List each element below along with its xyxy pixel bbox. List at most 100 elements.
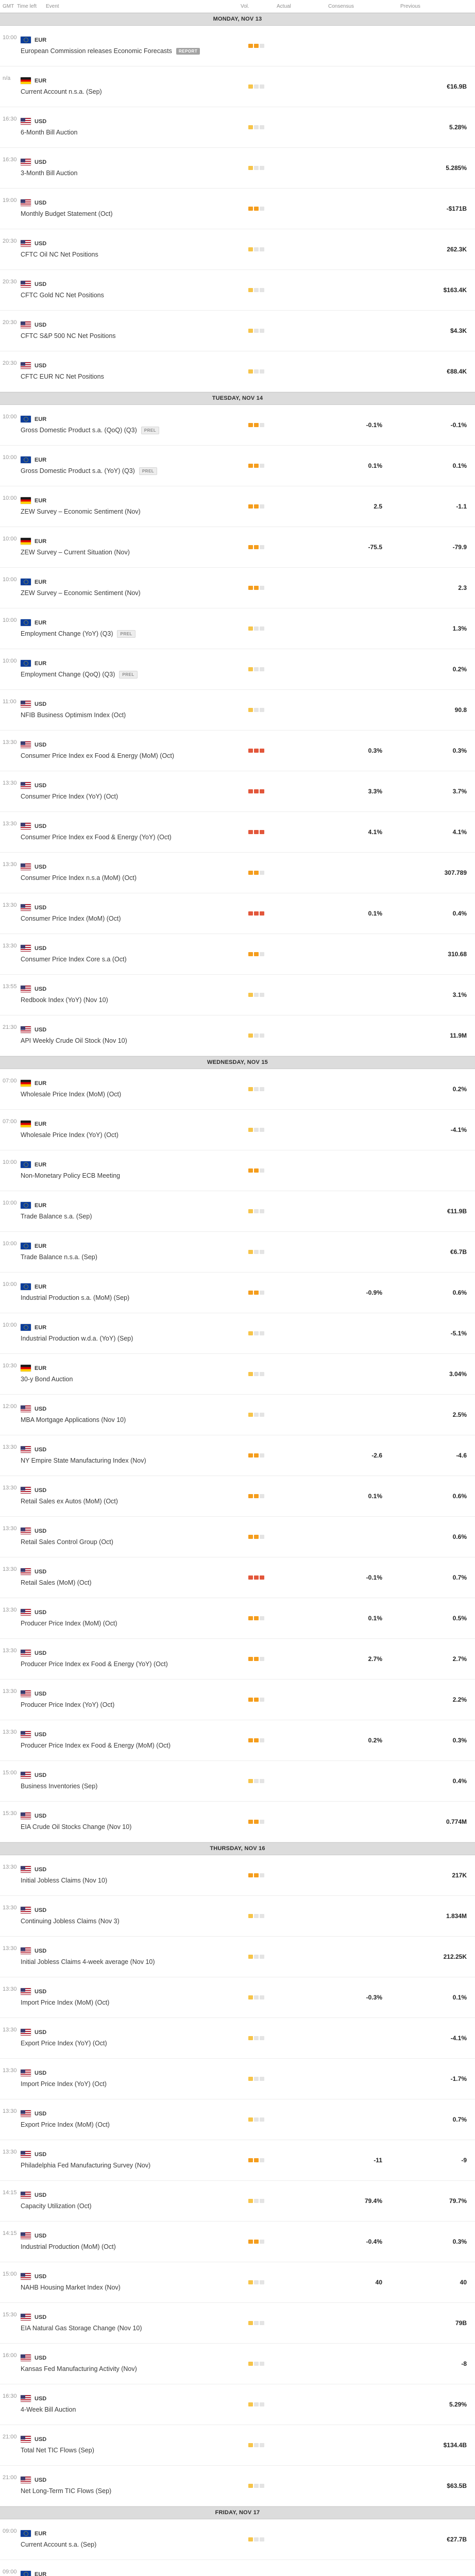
event-row[interactable]: 13:30 USD Initial Jobless Claims (Nov 10) 2…: [0, 1855, 475, 1896]
event-name[interactable]: Consumer Price Index ex Food & Energy (Y…: [21, 834, 172, 841]
event-name[interactable]: Non-Monetary Policy ECB Meeting: [21, 1172, 121, 1180]
event-row[interactable]: 20:30 USD CFTC Oil NC Net Positions 262.3K: [0, 229, 475, 270]
event-row[interactable]: 10:00 EUR Gross Domestic Product s.a. (YoY…: [0, 446, 475, 486]
event-row[interactable]: 21:00 USD Net Long-Term TIC Flows (Sep) $63…: [0, 2466, 475, 2506]
event-row[interactable]: 14:15 USD Industrial Production (MoM) (Oct…: [0, 2222, 475, 2262]
event-name[interactable]: Industrial Production (MoM) (Oct): [21, 2243, 116, 2251]
event-name[interactable]: EIA Crude Oil Stocks Change (Nov 10): [21, 1823, 132, 1831]
event-name[interactable]: 3-Month Bill Auction: [21, 170, 78, 177]
event-name[interactable]: Philadelphia Fed Manufacturing Survey (N…: [21, 2162, 151, 2170]
event-name[interactable]: Trade Balance n.s.a. (Sep): [21, 1253, 97, 1261]
event-row[interactable]: 16:00 USD Kansas Fed Manufacturing Activit…: [0, 2344, 475, 2384]
event-name[interactable]: ZEW Survey – Economic Sentiment (Nov): [21, 589, 141, 597]
event-row[interactable]: 16:30 USD 3-Month Bill Auction 5.285%: [0, 148, 475, 189]
event-row[interactable]: 11:00 USD NFIB Business Optimism Index (Oc…: [0, 690, 475, 731]
event-name[interactable]: Consumer Price Index (YoY) (Oct): [21, 793, 118, 801]
event-name[interactable]: Import Price Index (MoM) (Oct): [21, 1999, 110, 2007]
event-row[interactable]: 13:30 USD Continuing Jobless Claims (Nov 3…: [0, 1896, 475, 1937]
event-row[interactable]: 10:00 EUR ZEW Survey – Economic Sentiment …: [0, 486, 475, 527]
event-row[interactable]: 13:30 USD Philadelphia Fed Manufacturing S…: [0, 2140, 475, 2181]
event-name[interactable]: Gross Domestic Product s.a. (QoQ) (Q3): [21, 427, 137, 434]
event-name[interactable]: ZEW Survey – Current Situation (Nov): [21, 549, 130, 556]
event-name[interactable]: Producer Price Index (MoM) (Oct): [21, 1620, 117, 1628]
event-name[interactable]: Current Account n.s.a. (Sep): [21, 88, 102, 96]
event-name[interactable]: EIA Natural Gas Storage Change (Nov 10): [21, 2325, 142, 2332]
event-row[interactable]: 13:30 USD Consumer Price Index ex Food & E…: [0, 731, 475, 771]
event-name[interactable]: Employment Change (QoQ) (Q3): [21, 671, 115, 679]
event-name[interactable]: CFTC EUR NC Net Positions: [21, 373, 104, 381]
event-row[interactable]: 10:00 EUR ZEW Survey – Economic Sentiment …: [0, 568, 475, 608]
event-row[interactable]: 13:30 USD Retail Sales (MoM) (Oct) -0.1% 0.7…: [0, 1557, 475, 1598]
event-name[interactable]: Producer Price Index (YoY) (Oct): [21, 1701, 115, 1709]
event-row[interactable]: 10:00 EUR ZEW Survey – Current Situation (…: [0, 527, 475, 568]
event-row[interactable]: 13:30 USD Initial Jobless Claims 4-week av…: [0, 1937, 475, 1977]
event-name[interactable]: NY Empire State Manufacturing Index (Nov…: [21, 1457, 146, 1465]
event-row[interactable]: 10:00 EUR Gross Domestic Product s.a. (QoQ…: [0, 405, 475, 446]
event-name[interactable]: Industrial Production w.d.a. (YoY) (Sep): [21, 1335, 133, 1343]
event-name[interactable]: Monthly Budget Statement (Oct): [21, 210, 113, 218]
event-row[interactable]: 07:00 EUR Wholesale Price Index (MoM) (Oct…: [0, 1069, 475, 1110]
event-row[interactable]: 10:30 EUR 30-y Bond Auction 3.04%: [0, 1354, 475, 1395]
event-name[interactable]: Employment Change (YoY) (Q3): [21, 630, 113, 638]
event-row[interactable]: 13:30 USD NY Empire State Manufacturing In…: [0, 1435, 475, 1476]
event-row[interactable]: 10:00 EUR Employment Change (YoY) (Q3) PREL…: [0, 608, 475, 649]
event-name[interactable]: Export Price Index (YoY) (Oct): [21, 2040, 107, 2047]
event-name[interactable]: API Weekly Crude Oil Stock (Nov 10): [21, 1037, 127, 1045]
event-row[interactable]: 09:00 EUR Current Account s.a. (Sep) €27.7B: [0, 2519, 475, 2560]
event-row[interactable]: 13:30 USD Consumer Price Index n.s.a (MoM)…: [0, 853, 475, 893]
event-row[interactable]: 21:30 USD API Weekly Crude Oil Stock (Nov …: [0, 1015, 475, 1056]
event-row[interactable]: 13:30 USD Retail Sales ex Autos (MoM) (Oct…: [0, 1476, 475, 1517]
event-name[interactable]: Industrial Production s.a. (MoM) (Sep): [21, 1294, 130, 1302]
event-row[interactable]: 10:00 EUR European Commission releases Eco…: [0, 26, 475, 66]
event-row[interactable]: 20:30 USD CFTC EUR NC Net Positions €88.4K: [0, 351, 475, 392]
event-row[interactable]: 13:30 USD Producer Price Index (YoY) (Oct)…: [0, 1680, 475, 1720]
event-row[interactable]: 21:00 USD Total Net TIC Flows (Sep) $134.4B: [0, 2425, 475, 2466]
event-name[interactable]: Business Inventories (Sep): [21, 1783, 98, 1790]
event-row[interactable]: n/a EUR Current Account n.s.a. (Sep) €16.9B: [0, 66, 475, 107]
event-name[interactable]: CFTC Gold NC Net Positions: [21, 292, 104, 299]
event-name[interactable]: European Commission releases Economic Fo…: [21, 47, 172, 55]
event-name[interactable]: Gross Domestic Product s.a. (YoY) (Q3): [21, 467, 135, 475]
event-name[interactable]: Retail Sales ex Autos (MoM) (Oct): [21, 1498, 118, 1505]
event-row[interactable]: 10:00 EUR Industrial Production s.a. (MoM)…: [0, 1273, 475, 1313]
event-name[interactable]: NAHB Housing Market Index (Nov): [21, 2284, 121, 2292]
event-row[interactable]: 13:30 USD Producer Price Index (MoM) (Oct)…: [0, 1598, 475, 1639]
event-row[interactable]: 10:00 EUR Non-Monetary Policy ECB Meeting: [0, 1150, 475, 1191]
event-name[interactable]: Retail Sales Control Group (Oct): [21, 1538, 113, 1546]
event-name[interactable]: 6-Month Bill Auction: [21, 129, 78, 137]
event-row[interactable]: 16:30 USD 6-Month Bill Auction 5.28%: [0, 107, 475, 148]
event-row[interactable]: 13:30 USD Producer Price Index ex Food & E…: [0, 1639, 475, 1680]
event-row[interactable]: 14:15 USD Capacity Utilization (Oct) 79.4% 7…: [0, 2181, 475, 2222]
event-row[interactable]: 13:30 USD Export Price Index (YoY) (Oct) -4…: [0, 2018, 475, 2059]
event-row[interactable]: 13:30 USD Export Price Index (MoM) (Oct) 0.…: [0, 2099, 475, 2140]
event-row[interactable]: 16:30 USD 4-Week Bill Auction 5.29%: [0, 2384, 475, 2425]
event-row[interactable]: 20:30 USD CFTC Gold NC Net Positions $163.4…: [0, 270, 475, 311]
event-row[interactable]: 15:30 USD EIA Crude Oil Stocks Change (Nov…: [0, 1802, 475, 1842]
event-row[interactable]: 15:00 USD NAHB Housing Market Index (Nov) 4…: [0, 2262, 475, 2303]
event-row[interactable]: 12:00 USD MBA Mortgage Applications (Nov 1…: [0, 1395, 475, 1435]
event-row[interactable]: 13:30 USD Import Price Index (MoM) (Oct) -0…: [0, 1977, 475, 2018]
event-row[interactable]: 15:00 USD Business Inventories (Sep) 0.4%: [0, 1761, 475, 1802]
event-row[interactable]: 15:30 USD EIA Natural Gas Storage Change (…: [0, 2303, 475, 2344]
event-row[interactable]: 10:00 EUR Employment Change (QoQ) (Q3) PREL…: [0, 649, 475, 690]
event-row[interactable]: 10:00 EUR Industrial Production w.d.a. (Yo…: [0, 1313, 475, 1354]
event-row[interactable]: 13:30 USD Consumer Price Index ex Food & E…: [0, 812, 475, 853]
event-name[interactable]: Trade Balance s.a. (Sep): [21, 1213, 92, 1221]
event-name[interactable]: Wholesale Price Index (MoM) (Oct): [21, 1091, 122, 1098]
event-name[interactable]: CFTC S&P 500 NC Net Positions: [21, 332, 116, 340]
event-name[interactable]: Total Net TIC Flows (Sep): [21, 2447, 94, 2454]
event-row[interactable]: 13:30 USD Consumer Price Index (MoM) (Oct)…: [0, 893, 475, 934]
event-row[interactable]: 13:30 USD Producer Price Index ex Food & E…: [0, 1720, 475, 1761]
event-name[interactable]: Consumer Price Index ex Food & Energy (M…: [21, 752, 175, 760]
event-name[interactable]: Consumer Price Index n.s.a (MoM) (Oct): [21, 874, 137, 882]
event-name[interactable]: Capacity Utilization (Oct): [21, 2202, 92, 2210]
event-name[interactable]: MBA Mortgage Applications (Nov 10): [21, 1416, 126, 1424]
event-row[interactable]: 13:30 USD Consumer Price Index (YoY) (Oct)…: [0, 771, 475, 812]
event-name[interactable]: Net Long-Term TIC Flows (Sep): [21, 2487, 112, 2495]
event-row[interactable]: 10:00 EUR Trade Balance s.a. (Sep) €11.9B: [0, 1191, 475, 1232]
event-row[interactable]: 19:00 USD Monthly Budget Statement (Oct) -$…: [0, 189, 475, 229]
event-name[interactable]: Export Price Index (MoM) (Oct): [21, 2121, 110, 2129]
event-name[interactable]: Import Price Index (YoY) (Oct): [21, 2080, 107, 2088]
event-name[interactable]: CFTC Oil NC Net Positions: [21, 251, 98, 259]
event-name[interactable]: ZEW Survey – Economic Sentiment (Nov): [21, 508, 141, 516]
